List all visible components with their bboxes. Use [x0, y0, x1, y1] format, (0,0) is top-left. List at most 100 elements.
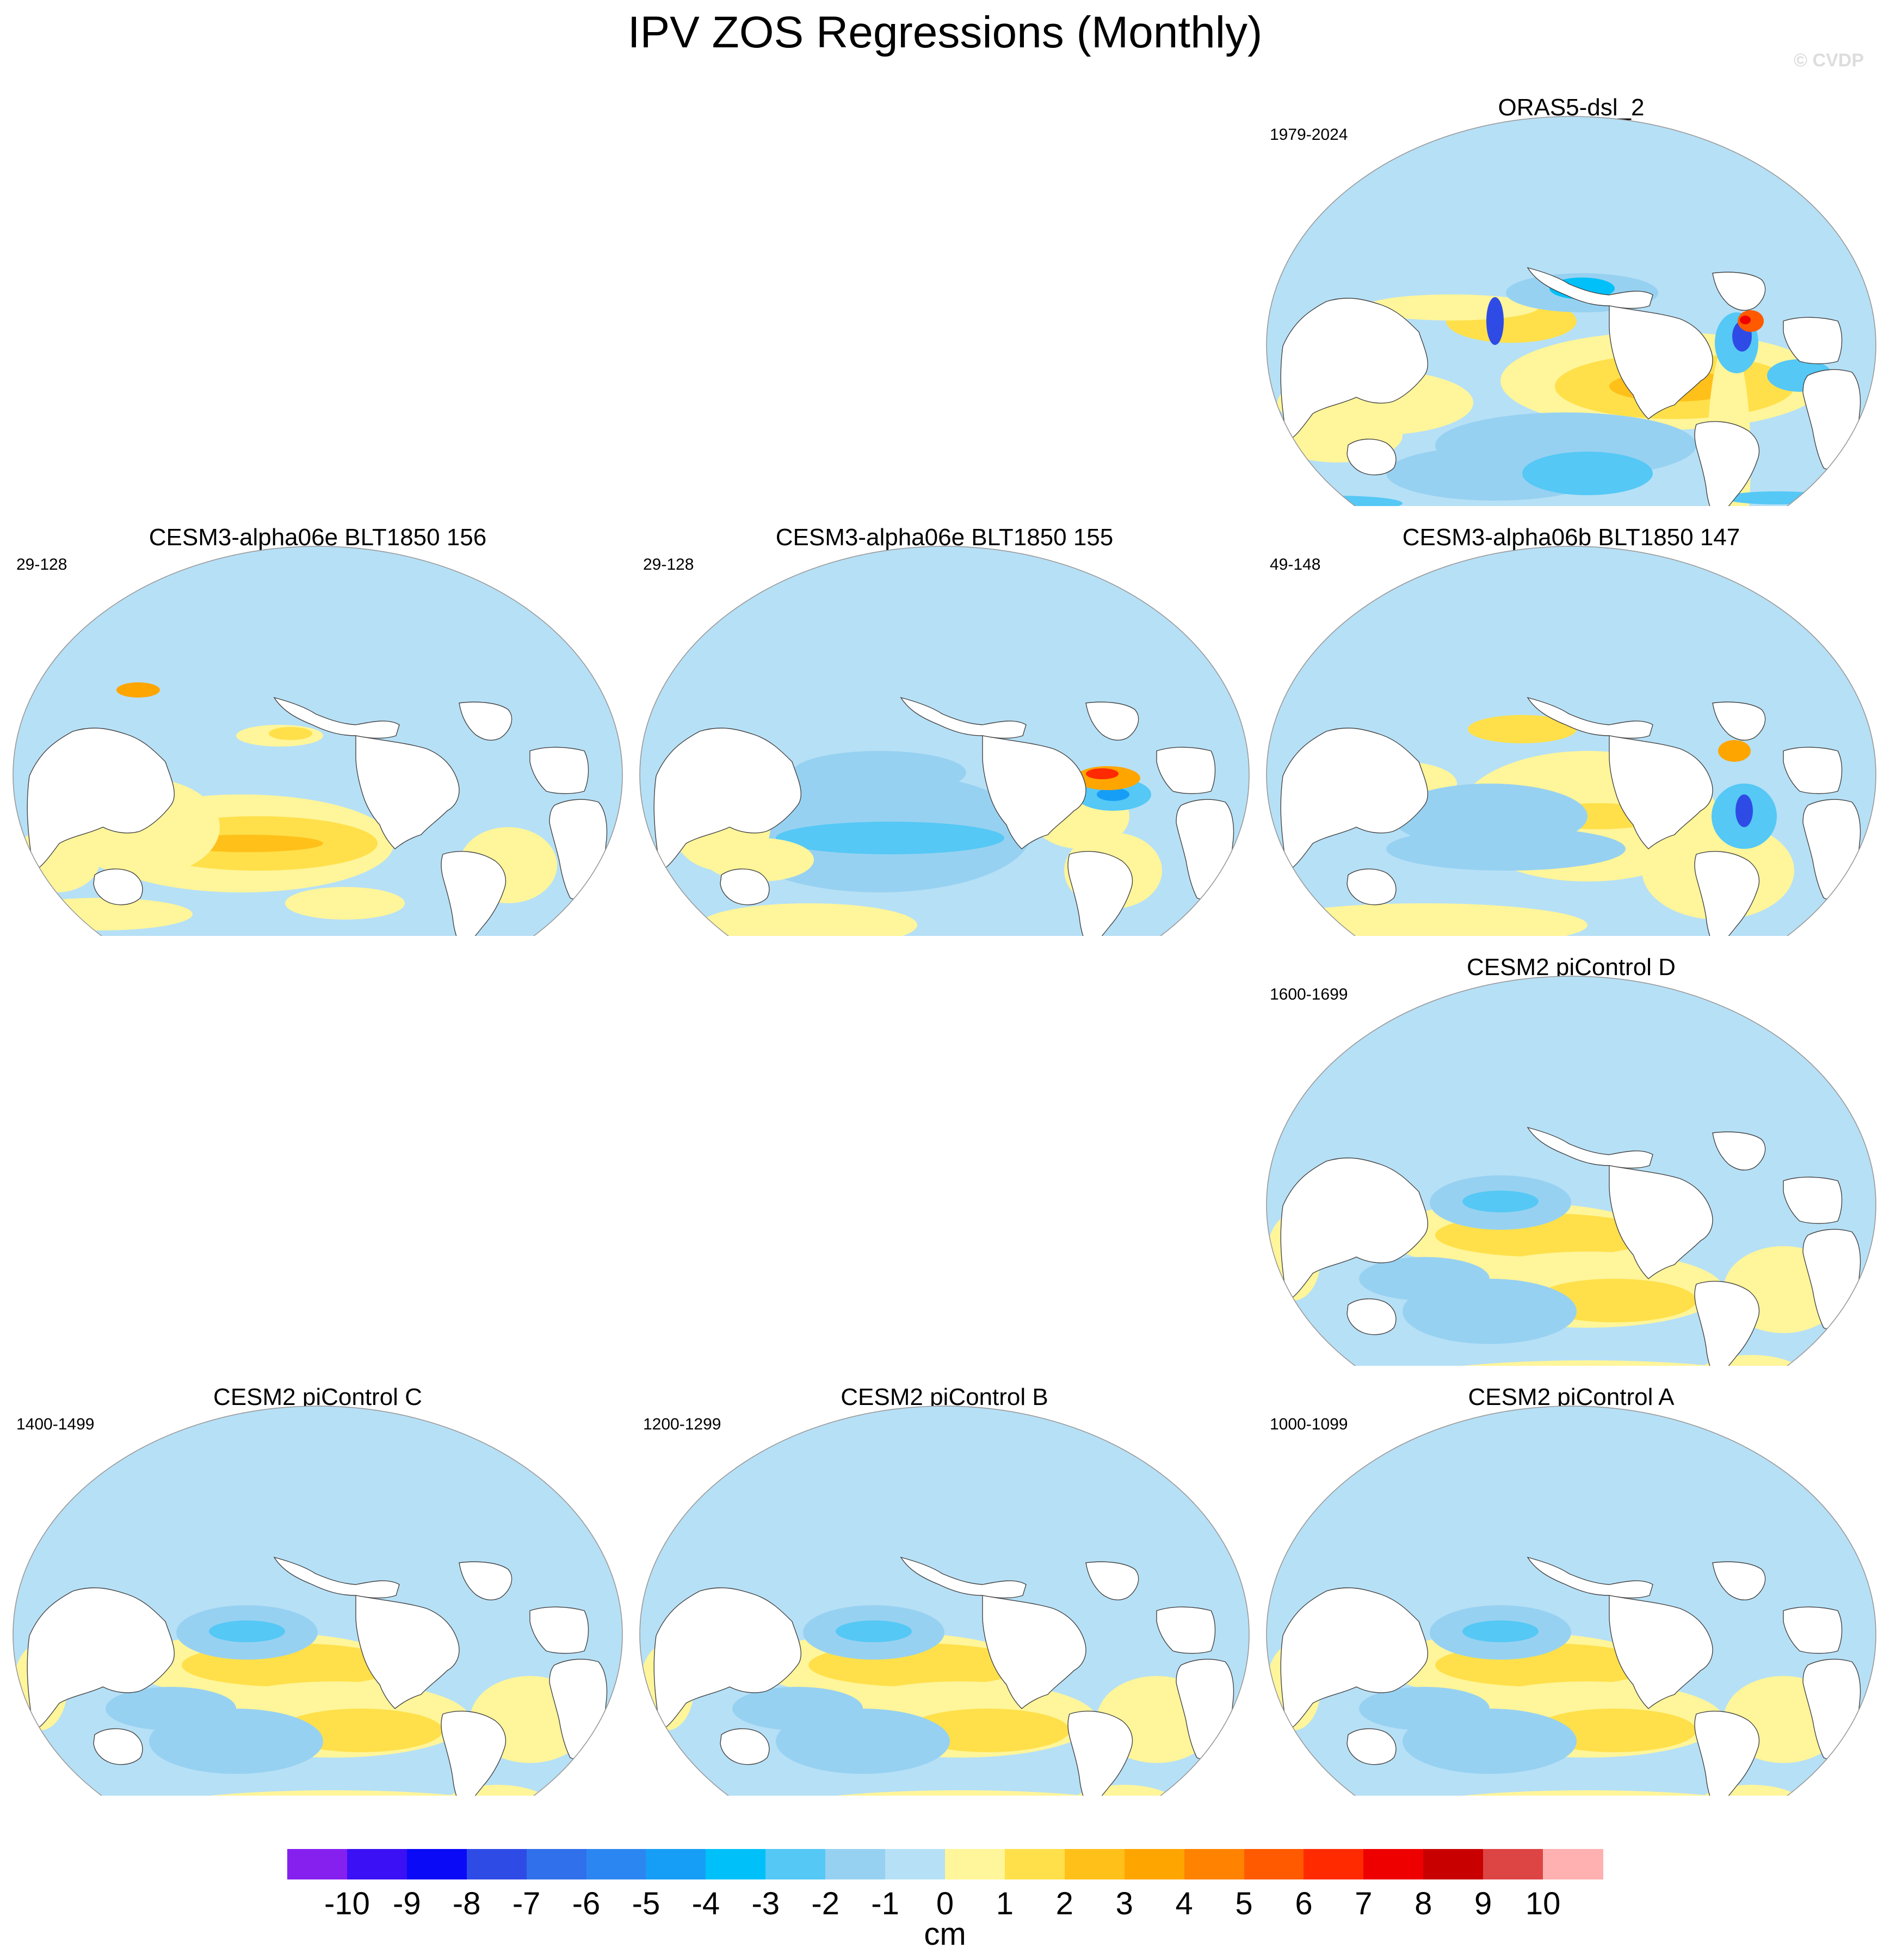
panel-oras5: ORAS5-dsl_2 1979-2024: [1261, 93, 1881, 506]
land-mask: [1694, 1710, 1760, 1796]
land-mask: [1712, 272, 1766, 311]
map-border: [1266, 976, 1876, 1366]
land-mask: [900, 1556, 1027, 1599]
colorbar-tick-label: 1: [996, 1886, 1014, 1921]
map-field: [13, 1406, 622, 1796]
map-field: [1267, 976, 1876, 1366]
map-oras5: [1266, 116, 1876, 506]
panel-period: 1600-1699: [1270, 985, 1348, 1003]
colorbar-box: [1244, 1849, 1305, 1879]
map-field: [640, 1406, 1249, 1796]
land-mask: [1694, 850, 1760, 936]
colorbar-box: [765, 1849, 826, 1879]
land-mask: [441, 1710, 507, 1796]
map-field: [1267, 1406, 1876, 1796]
land-mask: [273, 1556, 400, 1599]
colorbar-tick-label: -3: [751, 1886, 780, 1921]
map-cesm2-c: [13, 1406, 623, 1796]
map-border: [639, 1406, 1250, 1796]
panel-cesm2-c: CESM2 piControl C 1400-1499: [8, 1382, 628, 1796]
land-mask: [1783, 317, 1843, 365]
panel-period: 1000-1099: [1270, 1415, 1348, 1433]
land-mask: [1609, 1165, 1713, 1279]
colorbar-box: [885, 1849, 946, 1879]
colorbar-tick-label: 3: [1115, 1886, 1133, 1921]
panel-period: 49-148: [1270, 556, 1321, 574]
land-mask: [1783, 1606, 1843, 1654]
field-contour: [1486, 297, 1504, 345]
land-mask: [1067, 850, 1133, 936]
panel-cesm3-e156: CESM3-alpha06e BLT1850 156 29-128: [8, 522, 628, 936]
panel-period: 29-128: [643, 556, 694, 574]
land-mask: [441, 850, 507, 936]
field-contour: [1522, 452, 1653, 495]
land-mask: [720, 868, 770, 905]
colorbar-box: [586, 1849, 647, 1879]
colorbar-box: [1543, 1849, 1603, 1879]
land-mask: [273, 697, 400, 739]
land-mask: [529, 747, 589, 794]
panel-cesm2-b: CESM2 piControl B 1200-1299: [634, 1382, 1255, 1796]
land-mask: [459, 1561, 512, 1600]
panel-cesm2-a: CESM2 piControl A 1000-1099: [1261, 1382, 1881, 1796]
panel-cesm2-d: CESM2 piControl D 1600-1699: [1261, 952, 1881, 1366]
map-border: [1266, 1406, 1876, 1796]
colorbar-box: [825, 1849, 886, 1879]
panel-period: 1400-1499: [16, 1415, 95, 1433]
field-contour: [1086, 768, 1119, 779]
field-contour: [1359, 1687, 1490, 1730]
colorbar: [287, 1849, 1603, 1879]
field-contour: [209, 1620, 285, 1642]
colorbar-box: [1184, 1849, 1245, 1879]
field-contour: [1462, 1191, 1539, 1212]
land-mask: [355, 735, 460, 849]
colorbar-tick-label: -10: [324, 1886, 370, 1921]
colorbar-box: [1423, 1849, 1484, 1879]
colorbar-box: [1363, 1849, 1424, 1879]
map-border: [639, 546, 1250, 936]
colorbar-tick-label: -2: [811, 1886, 839, 1921]
field-contour: [1718, 740, 1751, 762]
colorbar-box: [945, 1849, 1005, 1879]
field-contour: [1359, 1257, 1490, 1300]
panel-cesm3-e155: CESM3-alpha06e BLT1850 155 29-128: [634, 522, 1255, 936]
land-mask: [1085, 701, 1139, 741]
land-mask: [1609, 1595, 1713, 1709]
map-border: [1266, 546, 1876, 936]
colorbar-box: [466, 1849, 527, 1879]
colorbar-box: [1124, 1849, 1185, 1879]
land-mask: [1527, 267, 1653, 309]
land-mask: [93, 1728, 143, 1765]
colorbar-tick-label: 4: [1175, 1886, 1193, 1921]
land-mask: [900, 697, 1027, 739]
land-mask: [93, 868, 143, 905]
colorbar-tick-label: -9: [393, 1886, 421, 1921]
colorbar-tick-label: 9: [1474, 1886, 1492, 1921]
colorbar-box: [1064, 1849, 1125, 1879]
land-mask: [1085, 1561, 1139, 1600]
land-mask: [1347, 439, 1397, 476]
map-cesm2-a: [1266, 1406, 1876, 1796]
field-contour: [1386, 827, 1626, 871]
field-contour: [1468, 715, 1577, 743]
land-mask: [1347, 1298, 1397, 1335]
map-cesm3-e156: [13, 546, 623, 936]
map-field: [1267, 546, 1876, 936]
land-mask: [1694, 421, 1760, 506]
land-mask: [1609, 305, 1713, 420]
land-mask: [720, 1728, 770, 1765]
field-contour: [116, 682, 160, 698]
field-contour: [1267, 903, 1588, 936]
field-contour: [13, 898, 193, 930]
land-mask: [1156, 1606, 1216, 1654]
colorbar-tick-label: -4: [691, 1886, 720, 1921]
panel-cesm3-b147: CESM3-alpha06b BLT1850 147 49-148: [1261, 522, 1881, 936]
map-field: [1267, 116, 1876, 506]
land-mask: [1347, 1728, 1397, 1765]
figure-title: IPV ZOS Regressions (Monthly): [627, 8, 1263, 57]
field-contour: [106, 1687, 236, 1730]
panel-period: 1979-2024: [1270, 126, 1348, 144]
colorbar-tick-label: -5: [632, 1886, 660, 1921]
colorbar-box: [526, 1849, 587, 1879]
map-cesm2-b: [639, 1406, 1250, 1796]
